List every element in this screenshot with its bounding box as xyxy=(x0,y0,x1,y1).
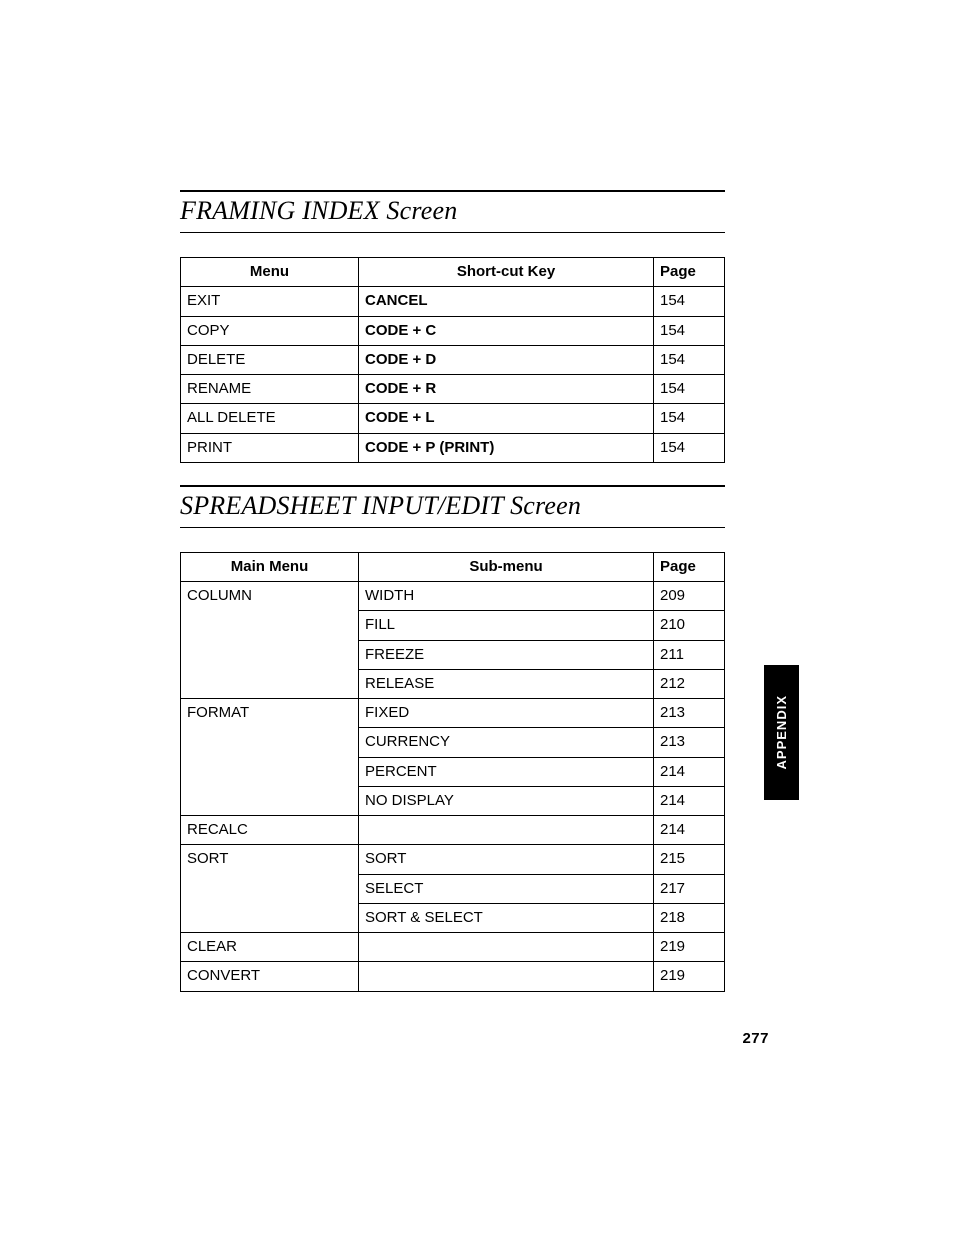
cell-submenu xyxy=(359,962,654,991)
content-area: FRAMING INDEX Screen Menu Short-cut Key … xyxy=(180,190,725,992)
cell-submenu: FILL xyxy=(359,611,654,640)
cell-page: 219 xyxy=(654,933,725,962)
cell-page: 214 xyxy=(654,757,725,786)
cell-submenu: PERCENT xyxy=(359,757,654,786)
header-page: Page xyxy=(654,258,725,287)
cell-submenu xyxy=(359,933,654,962)
cell-shortcut: CODE + D xyxy=(359,345,654,374)
table-header-row: Menu Short-cut Key Page xyxy=(181,258,725,287)
cell-mainmenu: COLUMN xyxy=(181,582,359,699)
table-row: EXITCANCEL154 xyxy=(181,287,725,316)
cell-menu: ALL DELETE xyxy=(181,404,359,433)
table-row: CLEAR 219 xyxy=(181,933,725,962)
cell-page: 154 xyxy=(654,433,725,462)
appendix-tab: APPENDIX xyxy=(764,665,799,800)
cell-submenu: RELEASE xyxy=(359,669,654,698)
cell-page: 217 xyxy=(654,874,725,903)
table-row: FORMATFIXED213 xyxy=(181,699,725,728)
page-number: 277 xyxy=(742,1030,769,1047)
cell-submenu: FREEZE xyxy=(359,640,654,669)
cell-shortcut: CODE + C xyxy=(359,316,654,345)
cell-mainmenu: SORT xyxy=(181,845,359,933)
cell-page: 214 xyxy=(654,786,725,815)
page: FRAMING INDEX Screen Menu Short-cut Key … xyxy=(0,0,954,1235)
cell-page: 154 xyxy=(654,375,725,404)
cell-mainmenu: FORMAT xyxy=(181,699,359,816)
table-spreadsheet: Main Menu Sub-menu Page COLUMNWIDTH209FI… xyxy=(180,552,725,992)
appendix-tab-label: APPENDIX xyxy=(774,695,789,769)
cell-page: 213 xyxy=(654,699,725,728)
cell-menu: DELETE xyxy=(181,345,359,374)
cell-page: 154 xyxy=(654,316,725,345)
cell-page: 218 xyxy=(654,903,725,932)
table-row: PRINTCODE + P (PRINT)154 xyxy=(181,433,725,462)
cell-page: 211 xyxy=(654,640,725,669)
cell-page: 219 xyxy=(654,962,725,991)
cell-page: 215 xyxy=(654,845,725,874)
section1-title: FRAMING INDEX Screen xyxy=(180,190,725,233)
section2-title: SPREADSHEET INPUT/EDIT Screen xyxy=(180,485,725,528)
table-row: RECALC 214 xyxy=(181,816,725,845)
cell-submenu: SORT & SELECT xyxy=(359,903,654,932)
cell-page: 212 xyxy=(654,669,725,698)
cell-mainmenu: CONVERT xyxy=(181,962,359,991)
table-row: DELETECODE + D154 xyxy=(181,345,725,374)
header-page: Page xyxy=(654,552,725,581)
cell-submenu xyxy=(359,816,654,845)
cell-submenu: WIDTH xyxy=(359,582,654,611)
cell-mainmenu: CLEAR xyxy=(181,933,359,962)
header-menu: Menu xyxy=(181,258,359,287)
cell-submenu: NO DISPLAY xyxy=(359,786,654,815)
cell-page: 209 xyxy=(654,582,725,611)
table-row: CONVERT 219 xyxy=(181,962,725,991)
cell-menu: PRINT xyxy=(181,433,359,462)
table-header-row: Main Menu Sub-menu Page xyxy=(181,552,725,581)
header-submenu: Sub-menu xyxy=(359,552,654,581)
cell-page: 213 xyxy=(654,728,725,757)
cell-page: 154 xyxy=(654,287,725,316)
cell-page: 214 xyxy=(654,816,725,845)
cell-menu: COPY xyxy=(181,316,359,345)
cell-submenu: FIXED xyxy=(359,699,654,728)
cell-mainmenu: RECALC xyxy=(181,816,359,845)
cell-page: 154 xyxy=(654,345,725,374)
cell-shortcut: CODE + R xyxy=(359,375,654,404)
table-row: RENAMECODE + R154 xyxy=(181,375,725,404)
cell-shortcut: CANCEL xyxy=(359,287,654,316)
cell-shortcut: CODE + L xyxy=(359,404,654,433)
cell-shortcut: CODE + P (PRINT) xyxy=(359,433,654,462)
cell-submenu: SELECT xyxy=(359,874,654,903)
table-row: COPYCODE + C154 xyxy=(181,316,725,345)
cell-submenu: SORT xyxy=(359,845,654,874)
table-row: ALL DELETECODE + L154 xyxy=(181,404,725,433)
table-row: SORTSORT215 xyxy=(181,845,725,874)
section-gap xyxy=(180,463,725,485)
header-shortcut: Short-cut Key xyxy=(359,258,654,287)
cell-submenu: CURRENCY xyxy=(359,728,654,757)
table-row: COLUMNWIDTH209 xyxy=(181,582,725,611)
cell-menu: RENAME xyxy=(181,375,359,404)
cell-menu: EXIT xyxy=(181,287,359,316)
table-framing-index: Menu Short-cut Key Page EXITCANCEL154COP… xyxy=(180,257,725,463)
cell-page: 154 xyxy=(654,404,725,433)
header-mainmenu: Main Menu xyxy=(181,552,359,581)
cell-page: 210 xyxy=(654,611,725,640)
